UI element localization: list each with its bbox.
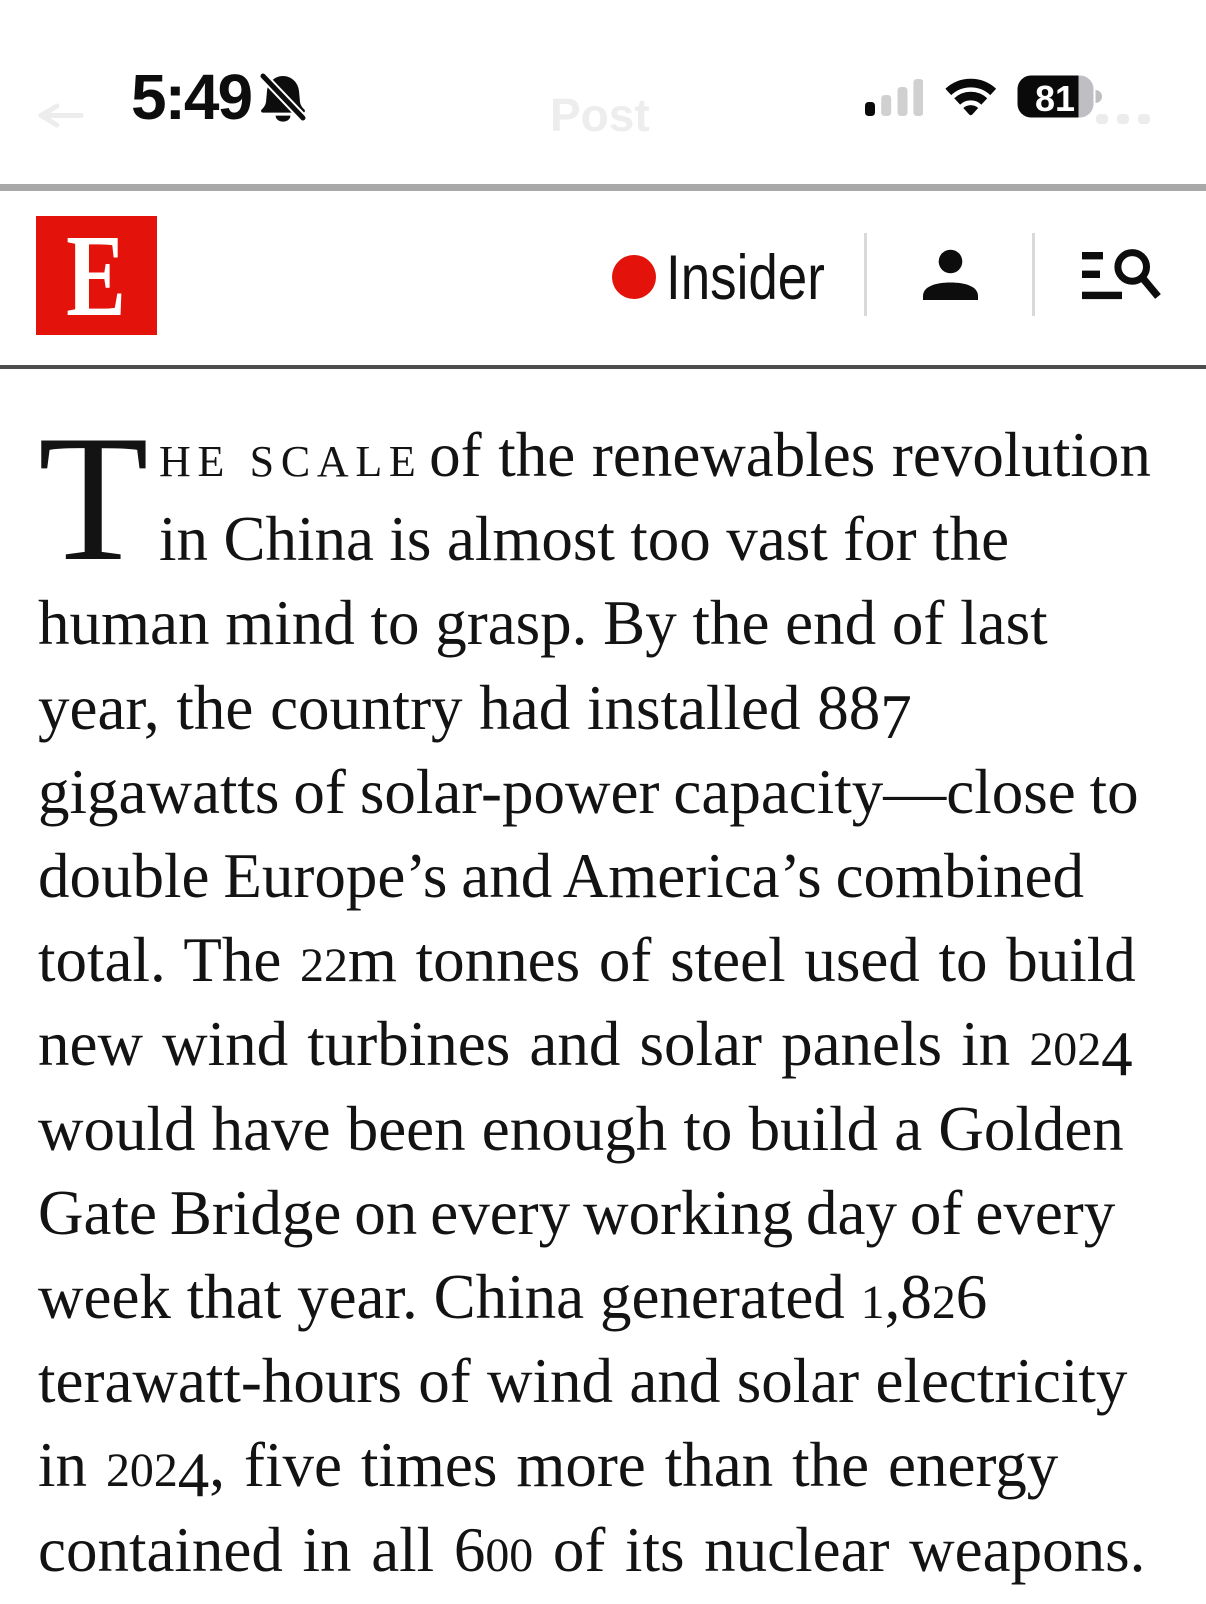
svg-text:81: 81 xyxy=(1035,78,1075,119)
